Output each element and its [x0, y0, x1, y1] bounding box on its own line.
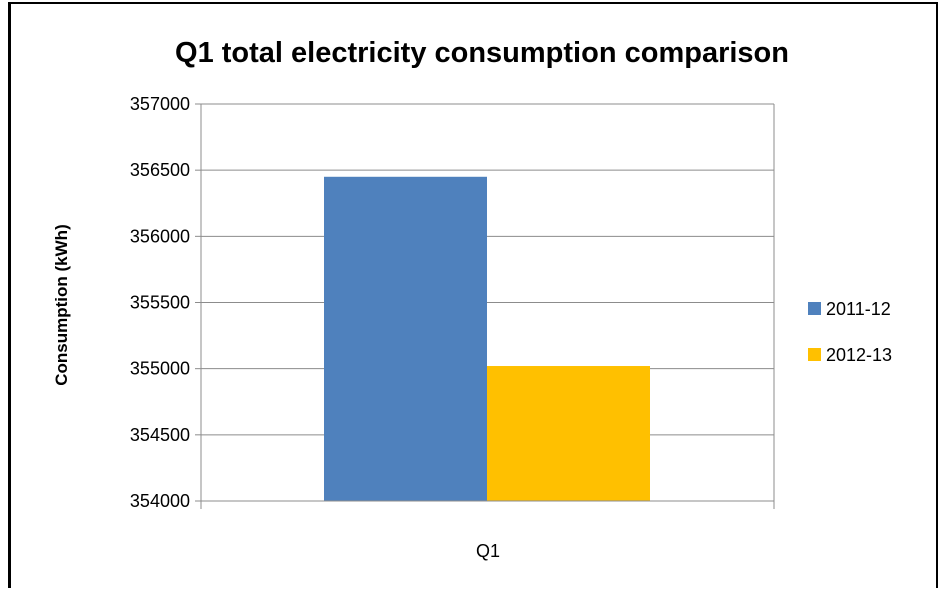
- y-tick-label: 354500: [130, 425, 190, 445]
- y-tick-label: 354000: [130, 491, 190, 511]
- legend: 2011-12 2012-13: [808, 299, 892, 365]
- legend-swatch-2012-13: [808, 348, 821, 361]
- y-tick-label: 357000: [130, 94, 190, 114]
- bar-2011-12: [324, 176, 487, 502]
- y-tick-label: 355500: [130, 293, 190, 313]
- y-tick-label: 356500: [130, 160, 190, 180]
- chart-title: Q1 total electricity consumption compari…: [175, 37, 789, 69]
- y-tick-label: 355000: [130, 359, 190, 379]
- plot-area: 354000 354500 355000 355500 356000 356500 3570…: [130, 94, 775, 511]
- x-tick-label: Q1: [476, 541, 500, 561]
- legend-label-2011-12: 2011-12: [826, 299, 891, 319]
- bar-2012-13: [487, 366, 650, 501]
- y-axis-label: Consumption (kWh): [52, 224, 71, 385]
- legend-label-2012-13: 2012-13: [826, 345, 892, 365]
- legend-swatch-2011-12: [808, 302, 821, 315]
- y-tick-label: 356000: [130, 226, 190, 246]
